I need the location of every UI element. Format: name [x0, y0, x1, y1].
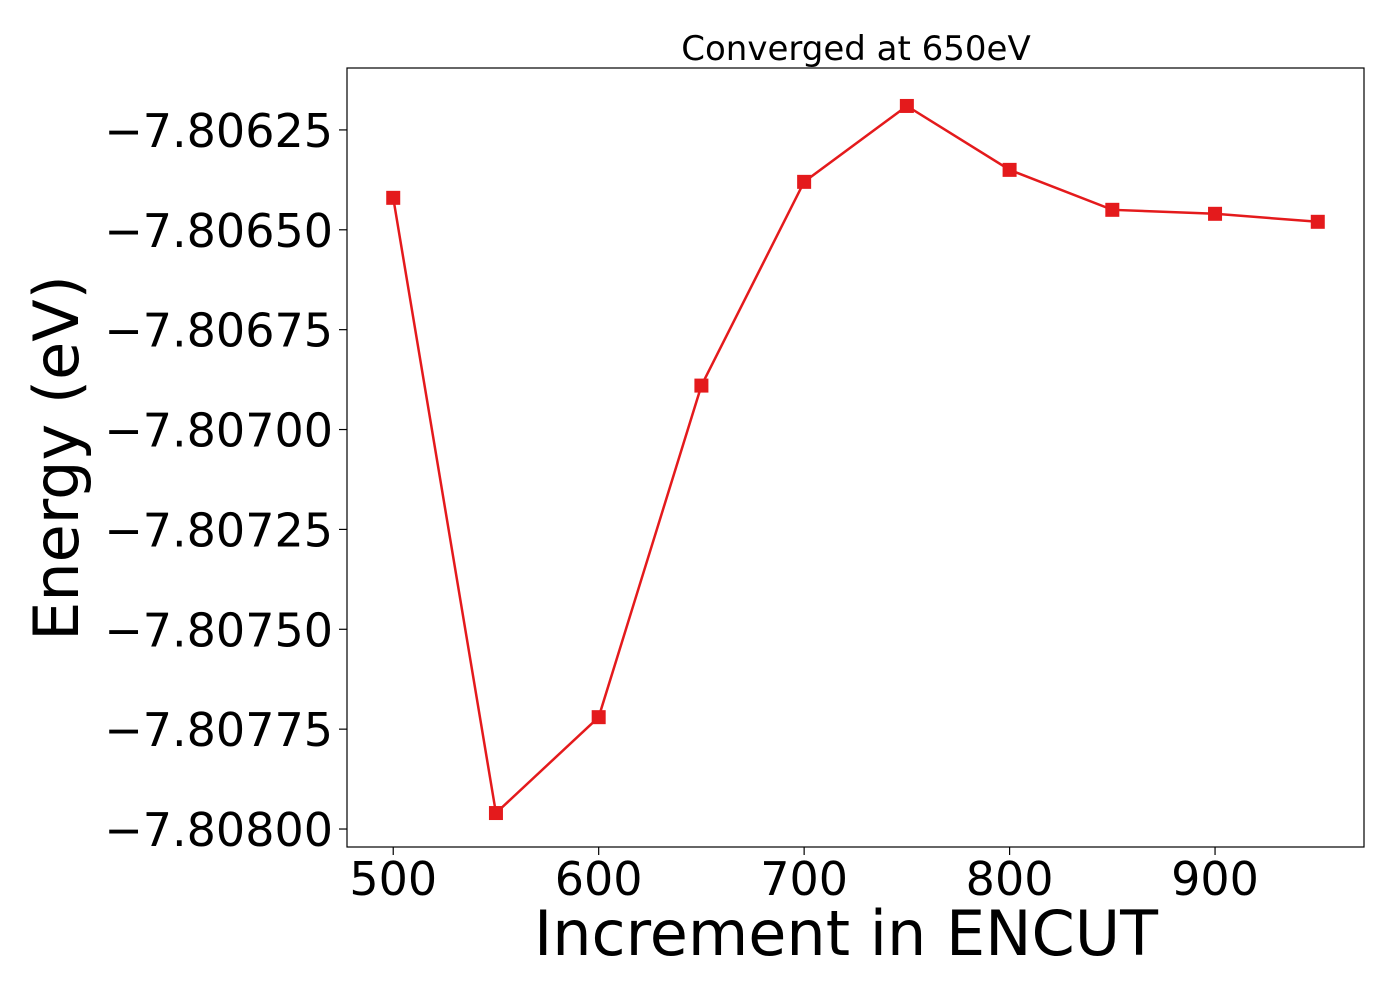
data-point-marker — [797, 174, 812, 189]
y-tick-label: −7.80675 — [104, 304, 333, 358]
data-point-marker — [488, 806, 503, 821]
data-point-marker — [899, 98, 914, 113]
x-axis: 500 600 700 800 900 — [349, 847, 1259, 906]
y-tick-label: −7.80750 — [104, 603, 333, 657]
data-point-marker — [386, 190, 401, 205]
x-tick-label: 800 — [966, 852, 1054, 906]
y-tick-label: −7.80725 — [104, 503, 333, 557]
data-point-marker — [1208, 206, 1223, 221]
data-point-marker — [1105, 202, 1120, 217]
series-line — [391, 104, 1318, 816]
data-point-marker — [1310, 214, 1325, 229]
data-point-marker — [1002, 162, 1017, 177]
y-tick-label: −7.80775 — [104, 703, 333, 757]
plot-area — [346, 67, 1365, 848]
x-tick-label: 900 — [1171, 852, 1259, 906]
x-tick-label: 700 — [760, 852, 848, 906]
y-tick-label: −7.80700 — [104, 404, 333, 458]
y-tick-label: −7.80625 — [104, 104, 333, 158]
axes-frame — [346, 67, 1365, 848]
series-layer — [386, 98, 1325, 821]
y-axis-label: Energy (eV) — [20, 275, 93, 641]
y-tick-label: −7.80650 — [104, 204, 333, 258]
y-tick-label: −7.80800 — [104, 803, 333, 857]
x-tick-label: 500 — [349, 852, 437, 906]
x-tick-label: 600 — [555, 852, 643, 906]
y-axis: −7.80625 −7.80650 −7.80675 −7.80700 −7.80725… — [104, 104, 347, 857]
data-point-marker — [694, 378, 709, 393]
data-point-marker — [591, 710, 606, 725]
chart-title: Converged at 650eV — [681, 29, 1030, 69]
x-axis-label: Increment in ENCUT — [534, 897, 1159, 970]
